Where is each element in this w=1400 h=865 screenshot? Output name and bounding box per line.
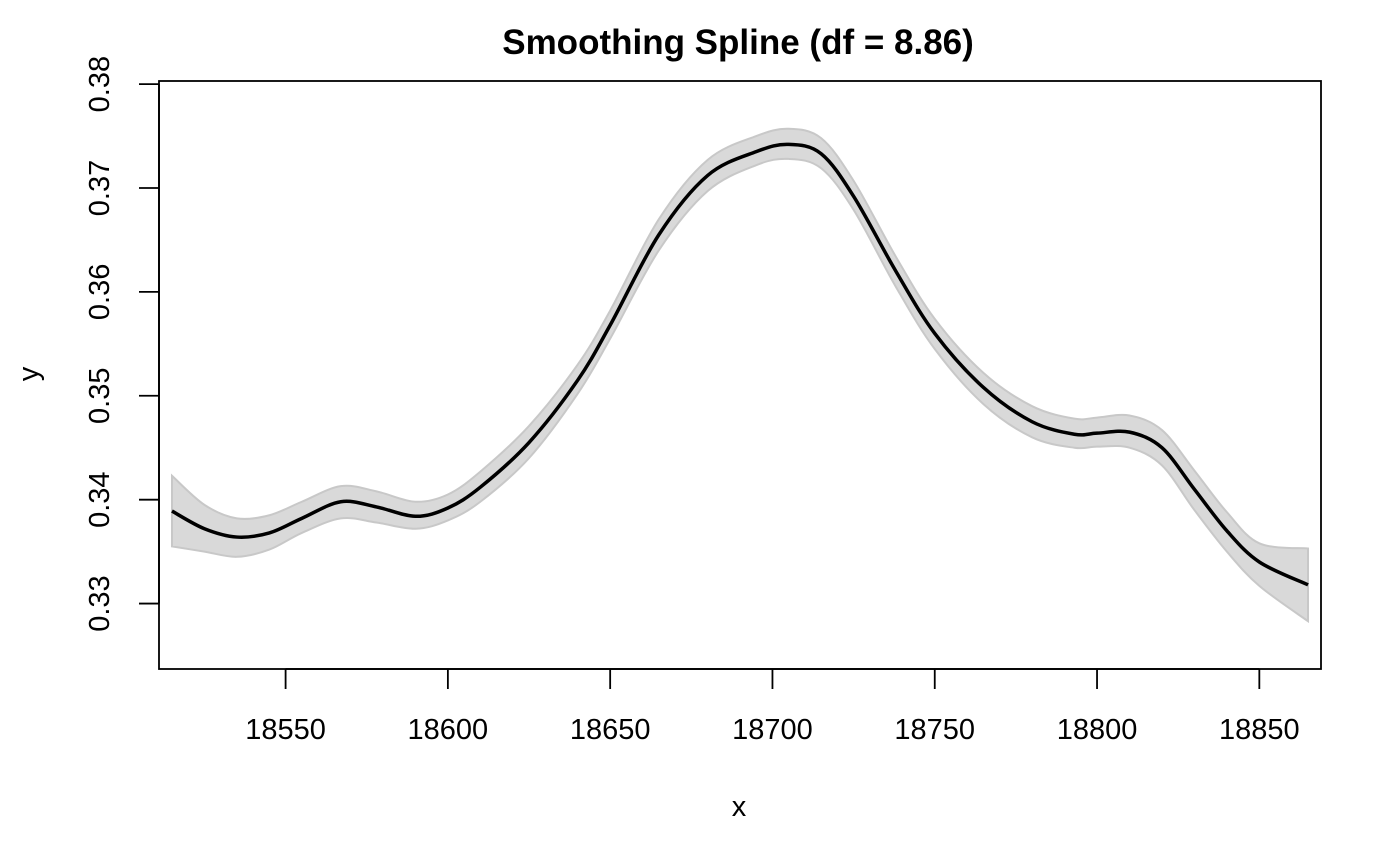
x-axis: 18550 18600 18650 18700 18750 18800 18850 — [245, 668, 1300, 746]
y-tick-label: 0.36 — [84, 264, 116, 320]
x-tick-label: 18750 — [894, 714, 975, 746]
chart-title: Smoothing Spline (df = 8.86) — [502, 23, 974, 62]
x-tick-label: 18650 — [570, 714, 651, 746]
plot-area — [170, 127, 1310, 624]
y-tick-label: 0.33 — [84, 575, 116, 631]
spline-fit-line — [171, 142, 1309, 587]
x-tick-label: 18600 — [408, 714, 489, 746]
y-tick-label: 0.34 — [84, 471, 116, 527]
y-tick-label: 0.35 — [84, 368, 116, 424]
x-axis-label: x — [732, 791, 747, 823]
y-axis-label: y — [13, 366, 45, 381]
x-tick-label: 18550 — [245, 714, 326, 746]
confidence-band — [170, 127, 1310, 624]
x-tick-label: 18700 — [732, 714, 813, 746]
x-tick-label: 18800 — [1057, 714, 1138, 746]
y-axis: 0.33 0.34 0.35 0.36 0.37 0.38 — [84, 56, 160, 632]
y-tick-label: 0.38 — [84, 56, 116, 112]
y-tick-label: 0.37 — [84, 160, 116, 216]
x-tick-label: 18850 — [1219, 714, 1300, 746]
